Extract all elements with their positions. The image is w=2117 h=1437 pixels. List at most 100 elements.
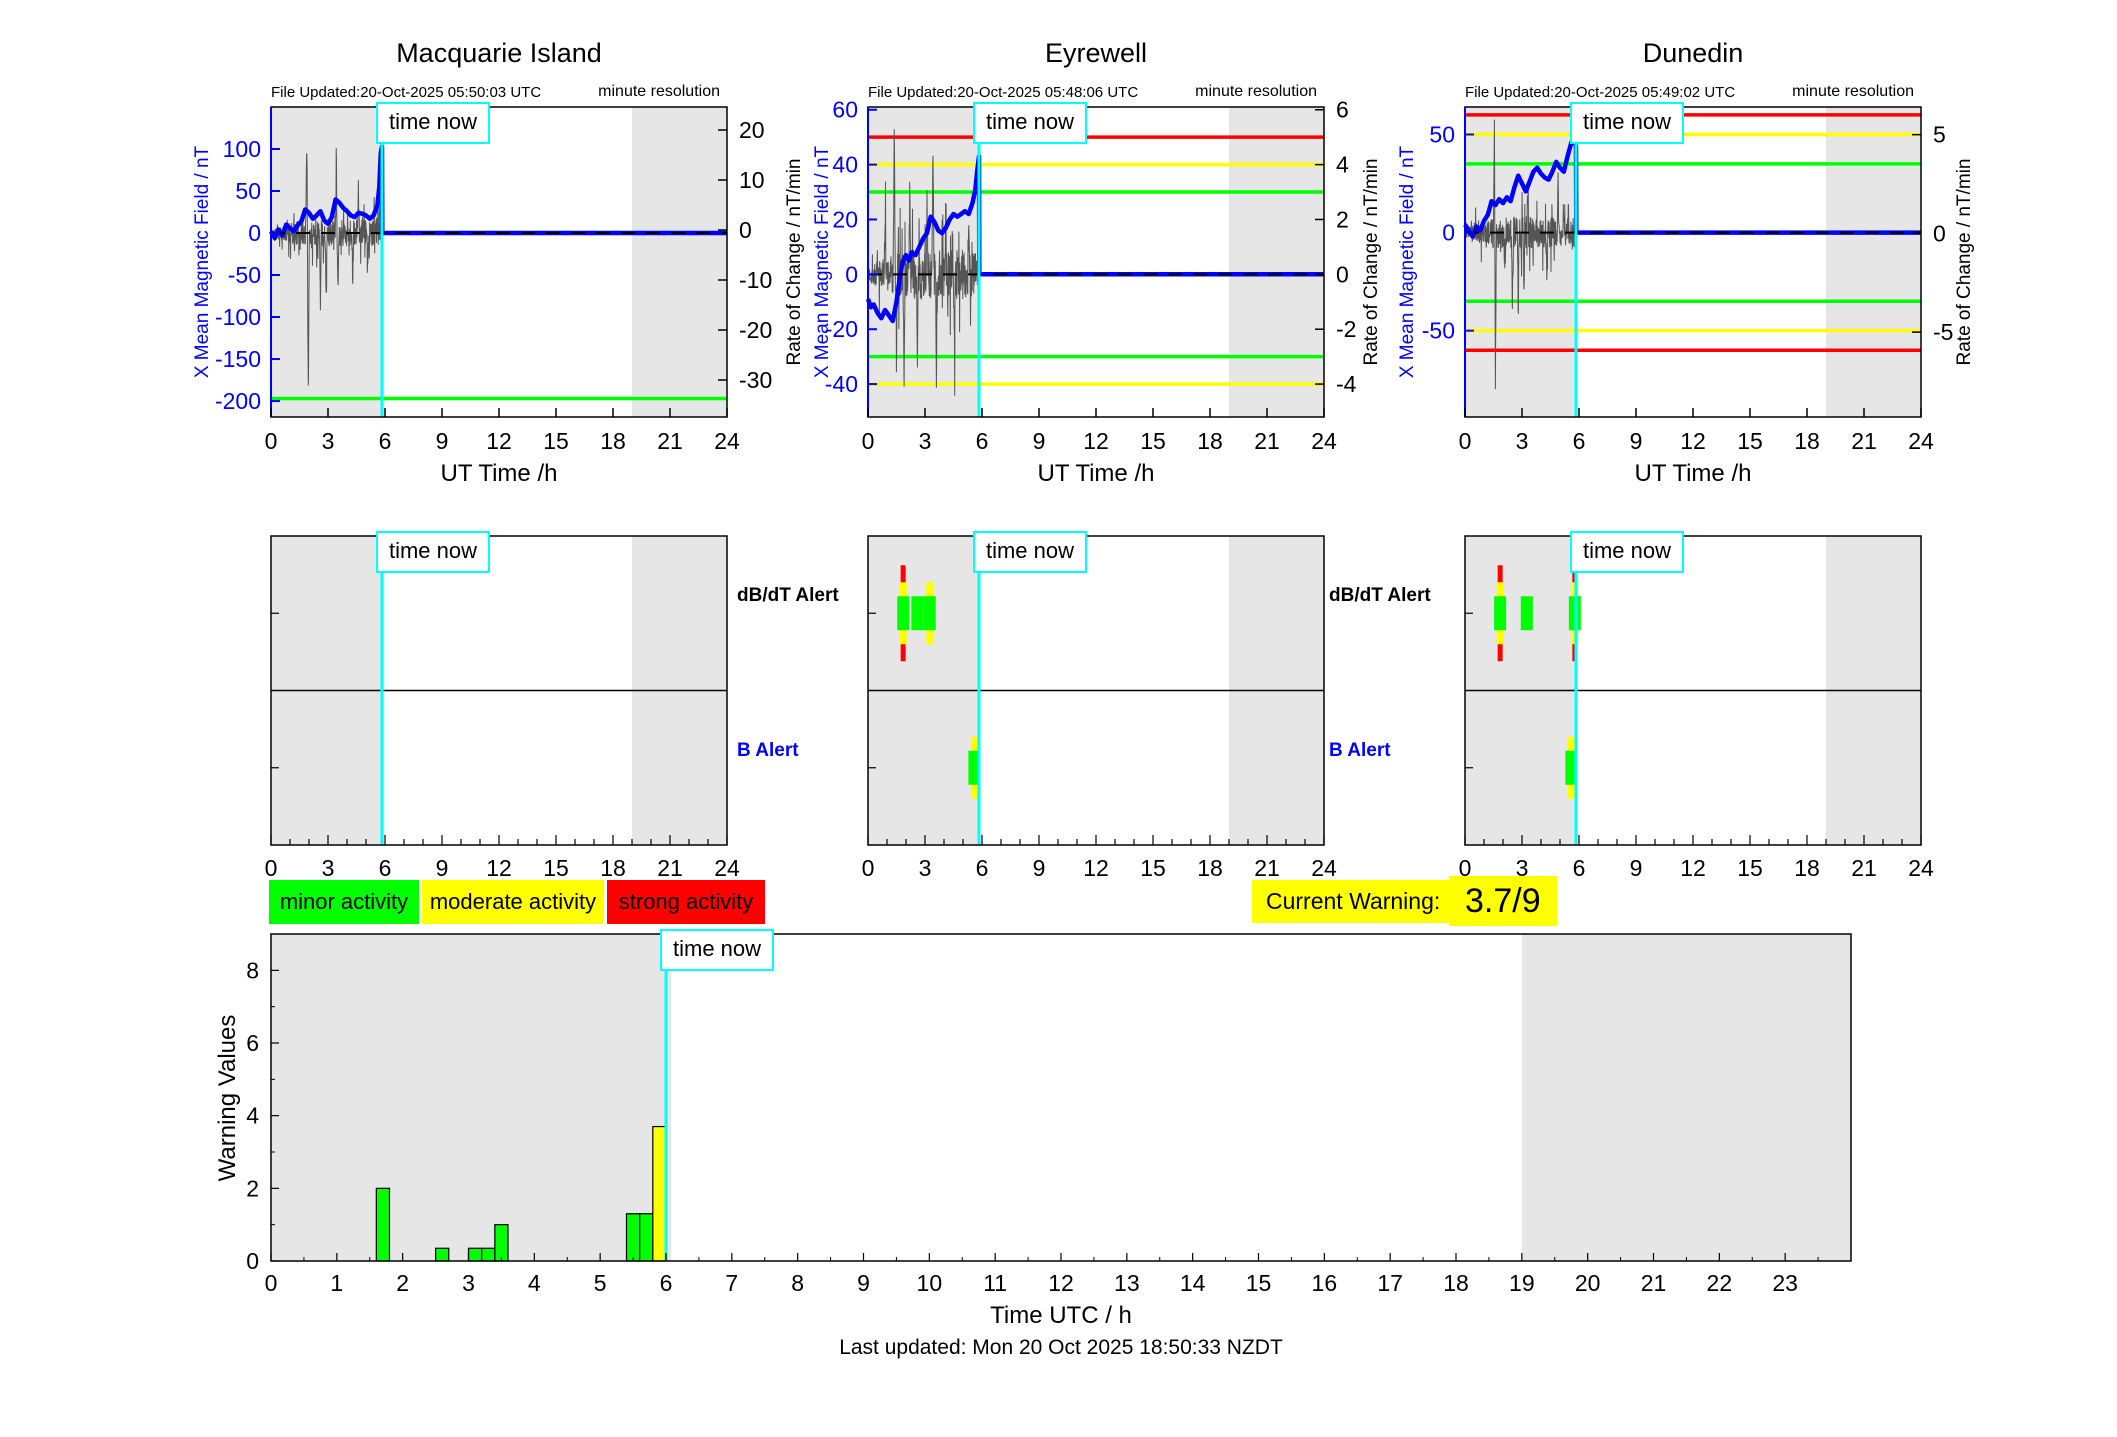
tick-label: -5	[1933, 319, 1953, 345]
tick-label: 24	[714, 428, 740, 454]
tick-label: 3	[462, 1270, 475, 1296]
tick-label: -150	[215, 346, 261, 372]
tick-label: 6	[976, 855, 989, 881]
tick-label: -30	[739, 367, 772, 393]
time-now-flag-plot-eyrewell: time now	[972, 102, 1087, 144]
tick-label: 13	[1114, 1270, 1140, 1296]
tick-label: -2	[1336, 316, 1356, 342]
tick-label: 9	[857, 1270, 870, 1296]
xaxis-label-macquarie: UT Time /h	[440, 460, 558, 487]
tick-label: 0	[265, 428, 278, 454]
tick-label: 15	[1737, 428, 1763, 454]
tick-label: 100	[223, 136, 261, 162]
tick-label: 4	[1336, 152, 1349, 178]
tick-label: 12	[1048, 1270, 1074, 1296]
tick-label: 3	[919, 428, 932, 454]
tick-label: 21	[1851, 855, 1877, 881]
tick-label: 50	[235, 178, 261, 204]
tick-label: 16	[1312, 1270, 1338, 1296]
dbdt-alert-row-label-2: dB/dT Alert	[1329, 585, 1431, 606]
tick-label: 20	[1575, 1270, 1601, 1296]
tick-label: 24	[714, 855, 740, 881]
tick-label: 15	[543, 855, 569, 881]
tick-label: 2	[1336, 206, 1349, 232]
legend-moderate-activity: moderate activity	[422, 880, 604, 924]
shaded-bands	[1465, 107, 1921, 417]
tick-label: 22	[1707, 1270, 1733, 1296]
noise-trace	[1464, 119, 1577, 390]
tick-label: 21	[1641, 1270, 1667, 1296]
tick-label: 21	[1851, 428, 1877, 454]
tick-label: 21	[1254, 428, 1280, 454]
b-alert-row-label-2: B Alert	[1329, 740, 1391, 761]
time-now-flag-alert-macquarie: time now	[375, 531, 490, 573]
tick-label: 2	[246, 1175, 259, 1201]
tick-label: 9	[1033, 428, 1046, 454]
tick-label: 4	[246, 1103, 259, 1129]
tick-label: 24	[1311, 428, 1337, 454]
tick-label: 6	[660, 1270, 673, 1296]
tick-label: 12	[486, 428, 512, 454]
tick-label: 12	[1083, 855, 1109, 881]
tick-label: 0	[862, 855, 875, 881]
tick-label: 0	[246, 1248, 259, 1274]
tick-label: 12	[486, 855, 512, 881]
tick-label: 6	[1573, 855, 1586, 881]
dbdt-alert-row-label-1: dB/dT Alert	[737, 585, 839, 606]
tick-label: 24	[1908, 855, 1934, 881]
tick-label: -40	[825, 371, 858, 397]
tick-label: 7	[725, 1270, 738, 1296]
right-axis-label-macquarie: Rate of Change / nT/min	[784, 158, 805, 366]
axis-ticks-and-labels: 0 3 6 9 12 15 18 21 24	[862, 612, 1337, 881]
noise-trace	[867, 129, 980, 396]
left-axis-label-dunedin: X Mean Magnetic Field / nT	[1397, 145, 1418, 379]
legend-strong-activity: strong activity	[607, 880, 765, 924]
resolution-note-eyrewell: minute resolution	[1195, 83, 1317, 100]
tick-label: 18	[1794, 855, 1820, 881]
tick-label: 3	[1516, 855, 1529, 881]
file-updated-dunedin: File Updated:20-Oct-2025 05:49:02 UTC	[1465, 84, 1736, 101]
tick-label: 40	[832, 152, 858, 178]
tick-label: 0	[1336, 261, 1349, 287]
tick-label: 15	[1140, 428, 1166, 454]
axis-ticks-and-labels: 0 3 6 9 12 15 18 21 24	[265, 612, 740, 881]
tick-label: 18	[600, 855, 626, 881]
tick-label: 15	[543, 428, 569, 454]
threshold-lines	[868, 135, 1324, 386]
time-now-flag-alert-dunedin: time now	[1569, 531, 1684, 573]
tick-label: 18	[1443, 1270, 1469, 1296]
shaded-bands	[271, 934, 1851, 1261]
tick-label: 15	[1737, 855, 1763, 881]
file-updated-macquarie: File Updated:20-Oct-2025 05:50:03 UTC	[271, 84, 542, 101]
tick-label: 14	[1180, 1270, 1206, 1296]
station-title-dunedin: Dunedin	[1642, 38, 1744, 68]
tick-label: -100	[215, 304, 261, 330]
tick-label: 0	[1442, 220, 1455, 246]
threshold-lines	[1465, 113, 1921, 353]
tick-label: -200	[215, 388, 261, 414]
shaded-bands	[868, 107, 1324, 417]
tick-label: 6	[1336, 97, 1349, 123]
tick-label: 21	[657, 428, 683, 454]
station-title-macquarie: Macquarie Island	[396, 38, 602, 68]
xaxis-label-eyrewell: UT Time /h	[1037, 460, 1155, 487]
tick-label: 23	[1772, 1270, 1798, 1296]
tick-label: 15	[1140, 855, 1166, 881]
time-now-flag-alert-eyrewell: time now	[972, 531, 1087, 573]
tick-label: 6	[1573, 428, 1586, 454]
tick-label: 5	[594, 1270, 607, 1296]
tick-label: 50	[1429, 121, 1455, 147]
tick-label: 9	[436, 428, 449, 454]
tick-label: 6	[379, 855, 392, 881]
tick-label: 6	[379, 428, 392, 454]
tick-label: 15	[1246, 1270, 1272, 1296]
warning-chart: 0 1 2 3 4 5 6 7 8 9 10 11 12 13 14 15 16 17 18 19 20 21 22 2302…	[246, 933, 1852, 1296]
tick-label: 60	[832, 97, 858, 123]
tick-label: 8	[791, 1270, 804, 1296]
